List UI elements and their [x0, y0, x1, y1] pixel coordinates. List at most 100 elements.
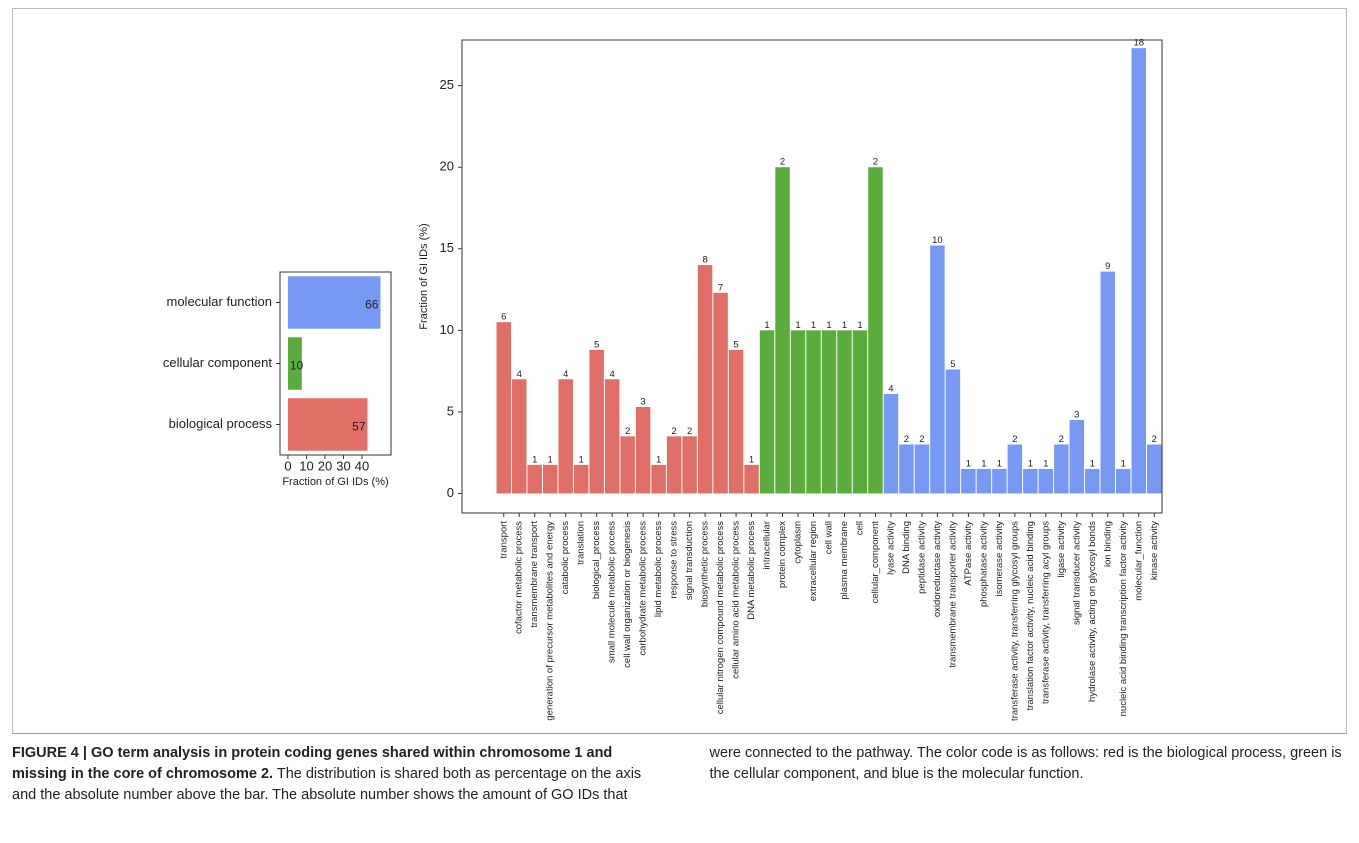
- count-label: 1: [1043, 458, 1048, 469]
- category-label: cellular nitrogen compound metabolic pro…: [715, 521, 726, 715]
- bar: [744, 464, 759, 494]
- bar: [790, 330, 806, 494]
- category-label: translation: [576, 521, 587, 565]
- category-label: peptidase activity: [916, 521, 927, 594]
- bar: [666, 436, 682, 494]
- count-label: 1: [579, 454, 584, 465]
- category-label: intracellular: [762, 521, 773, 570]
- x-tick-label: 30: [336, 458, 350, 473]
- category-label: cellular_component: [870, 521, 881, 604]
- y-tick-label: 5: [447, 403, 454, 418]
- category-label: lyase activity: [885, 521, 896, 575]
- category-label: protein complex: [777, 521, 788, 588]
- category-label: cell wall organization or biogenesis: [622, 521, 633, 668]
- count-label: 1: [1028, 458, 1033, 469]
- category-label: cell: [854, 521, 865, 535]
- count-label: 4: [563, 369, 568, 380]
- count-label: 3: [1074, 410, 1079, 421]
- category-label: ion binding: [1102, 521, 1113, 567]
- category-label: cell wall: [824, 521, 835, 554]
- category-label: signal transduction: [684, 521, 695, 600]
- bar: [1007, 444, 1023, 494]
- count-label: 1: [811, 320, 816, 331]
- category-label: transferase activity, transferring acyl …: [1040, 521, 1051, 704]
- count-label: 4: [610, 369, 615, 380]
- x-tick-label: 0: [284, 458, 291, 473]
- category-label: DNA metabolic process: [746, 521, 757, 620]
- count-label: 57: [352, 420, 366, 434]
- category-label: extracellular region: [808, 521, 819, 601]
- bar: [558, 379, 573, 494]
- bar: [868, 167, 883, 494]
- count-label: 5: [950, 359, 955, 370]
- count-label: 2: [625, 426, 630, 437]
- bar: [589, 349, 604, 494]
- bar: [620, 436, 635, 494]
- count-label: 1: [795, 320, 800, 331]
- category-label: plasma membrane: [839, 521, 850, 600]
- bar: [821, 330, 837, 494]
- y-axis-title: Fraction of GI IDs (%): [418, 223, 430, 329]
- category-label: transferase activity, transferring glyco…: [1009, 521, 1020, 721]
- category-label: cellular amino acid metabolic process: [731, 521, 742, 679]
- count-label: 2: [780, 157, 785, 168]
- category-label: carbohydrate metabolic process: [638, 521, 649, 656]
- count-label: 10: [932, 235, 943, 246]
- category-label: transmembrane transporter activity: [947, 521, 958, 668]
- bar: [713, 292, 728, 494]
- category-label: biosynthetic process: [700, 521, 711, 607]
- count-label: 1: [548, 454, 553, 465]
- count-label: 1: [857, 320, 862, 331]
- category-label: cellular component: [163, 355, 273, 370]
- category-label: hydrolase activity, acting on glycosyl b…: [1087, 521, 1098, 702]
- count-label: 1: [749, 454, 754, 465]
- bar: [1085, 468, 1100, 494]
- category-label: nucleic acid binding transcription facto…: [1118, 521, 1129, 717]
- bar: [759, 330, 775, 494]
- category-label: ligase activity: [1056, 521, 1067, 578]
- bar: [697, 265, 713, 494]
- bar: [542, 464, 558, 494]
- category-label: ATPase activity: [963, 521, 974, 586]
- category-label: cofactor metabolic process: [514, 521, 525, 634]
- category-label: biological process: [169, 416, 273, 431]
- category-label: cytoplasm: [793, 521, 804, 564]
- category-label: DNA binding: [901, 521, 912, 574]
- count-label: 1: [966, 458, 971, 469]
- x-tick-label: 20: [318, 458, 332, 473]
- count-label: 5: [594, 339, 599, 350]
- bar: [496, 322, 511, 494]
- bar: [682, 436, 697, 494]
- count-label: 2: [919, 434, 924, 445]
- bar: [775, 167, 790, 494]
- count-label: 1: [764, 320, 769, 331]
- count-label: 5: [733, 339, 738, 350]
- bar: [635, 406, 651, 494]
- bar: [899, 444, 914, 494]
- bar: [1054, 444, 1069, 494]
- figure-frame: [12, 8, 1347, 734]
- count-label: 3: [640, 396, 645, 407]
- category-label: transport: [498, 521, 509, 559]
- count-label: 1: [656, 454, 661, 465]
- caption-title: FIGURE 4 | GO term analysis in protein c…: [12, 745, 613, 782]
- count-label: 4: [517, 369, 522, 380]
- bar: [573, 464, 589, 494]
- bar: [883, 393, 899, 494]
- category-label: oxidoreductase activity: [932, 521, 943, 617]
- bar: [930, 245, 945, 494]
- y-tick-label: 15: [440, 240, 454, 255]
- category-label: kinase activity: [1149, 521, 1160, 580]
- count-label: 2: [671, 426, 676, 437]
- count-label: 66: [365, 298, 379, 312]
- category-label: small molecule metabolic process: [607, 521, 618, 663]
- y-tick-label: 10: [440, 322, 454, 337]
- plot-frame: [461, 39, 1163, 514]
- count-label: 1: [1090, 458, 1095, 469]
- bar: [1100, 271, 1116, 494]
- bar: [1131, 48, 1147, 494]
- bar: [287, 276, 381, 329]
- category-label: molecular function: [167, 294, 273, 309]
- bar: [527, 464, 542, 494]
